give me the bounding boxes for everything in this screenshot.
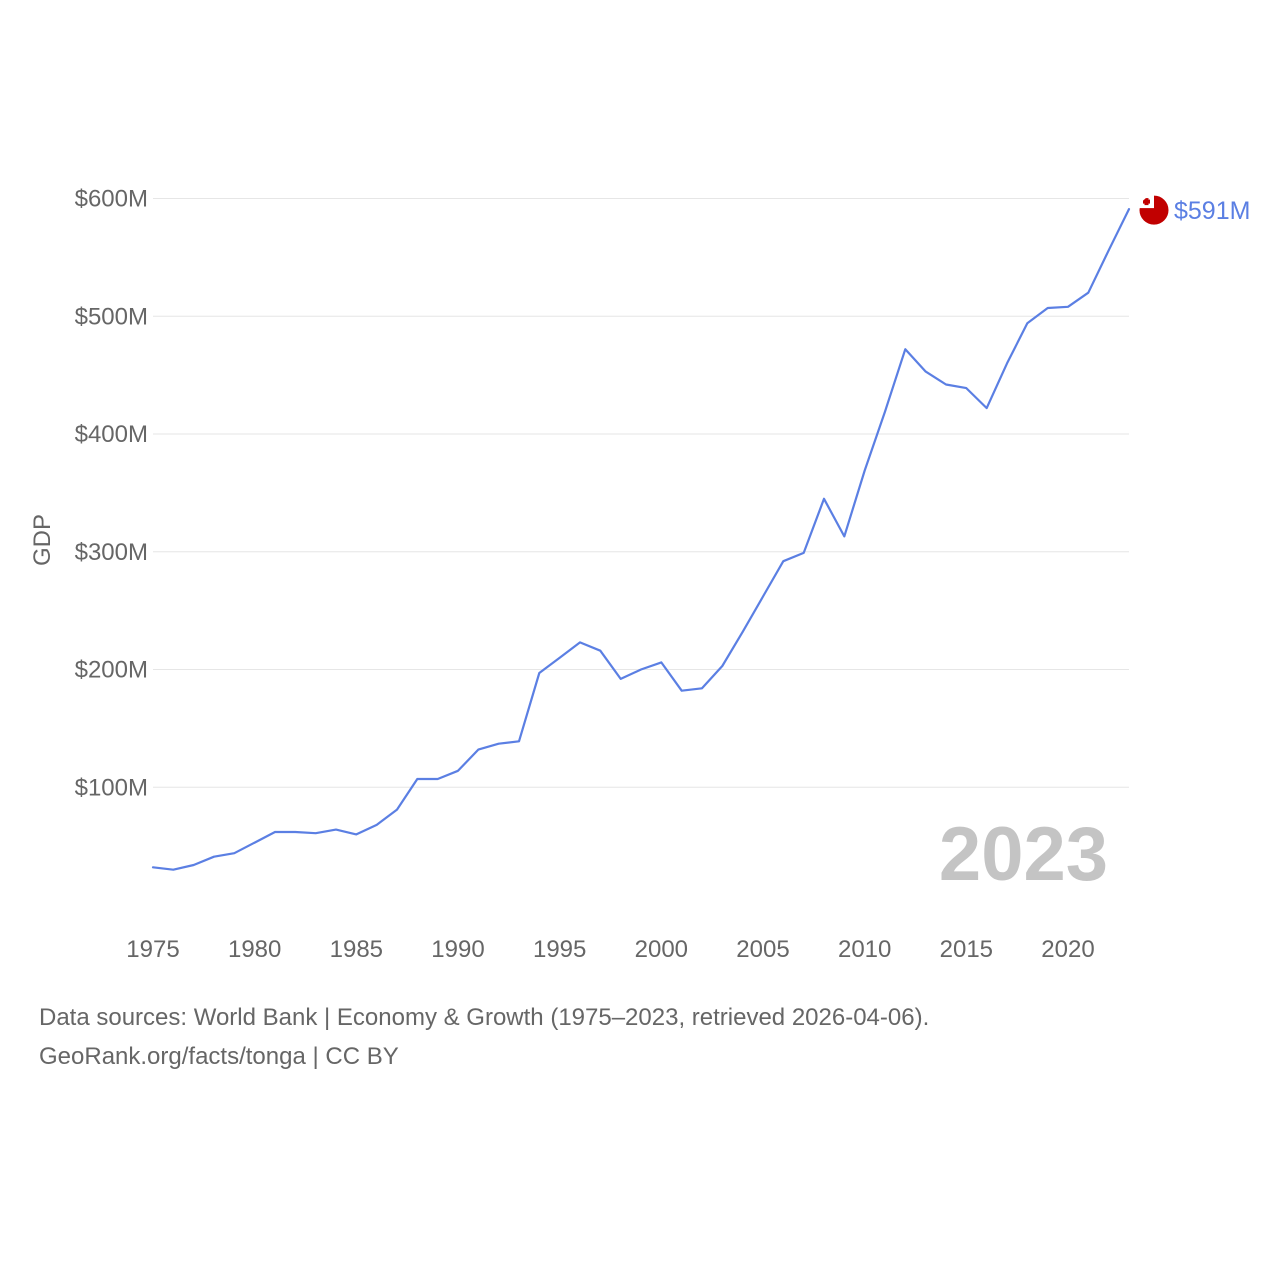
y-tick-label: $500M xyxy=(75,303,148,330)
y-tick-label: $100M xyxy=(75,774,148,801)
x-tick-label: 2005 xyxy=(736,936,789,963)
grid-lines xyxy=(153,198,1129,788)
x-tick-label: 1990 xyxy=(431,936,484,963)
end-value-label: $591M xyxy=(1174,197,1250,225)
data-sources-note: Data sources: World Bank | Economy & Gro… xyxy=(39,1004,930,1031)
credit-note: GeoRank.org/facts/tonga | CC BY xyxy=(39,1043,399,1070)
y-axis-title: GDP xyxy=(29,514,56,566)
x-tick-label: 1985 xyxy=(330,936,383,963)
year-watermark: 2023 xyxy=(939,812,1108,897)
tonga-flag-icon xyxy=(1138,194,1170,226)
y-tick-label: $300M xyxy=(75,539,148,566)
x-tick-label: 1995 xyxy=(533,936,586,963)
x-tick-label: 1980 xyxy=(228,936,281,963)
y-tick-label: $400M xyxy=(75,421,148,448)
x-tick-label: 1975 xyxy=(126,936,179,963)
series-line-tonga xyxy=(151,208,1131,871)
x-axis-tick-labels: 1975 1980 1985 1990 1995 2000 2005 2010 2015 2020 xyxy=(126,936,1094,963)
x-tick-label: 2000 xyxy=(635,936,688,963)
x-tick-label: 2020 xyxy=(1041,936,1094,963)
y-axis-tick-labels: $100M $200M $300M $400M $500M $600M xyxy=(75,186,148,802)
x-tick-label: 2015 xyxy=(940,936,993,963)
y-tick-label: $200M xyxy=(75,657,148,684)
y-tick-label: $600M xyxy=(75,186,148,213)
x-tick-label: 2010 xyxy=(838,936,891,963)
